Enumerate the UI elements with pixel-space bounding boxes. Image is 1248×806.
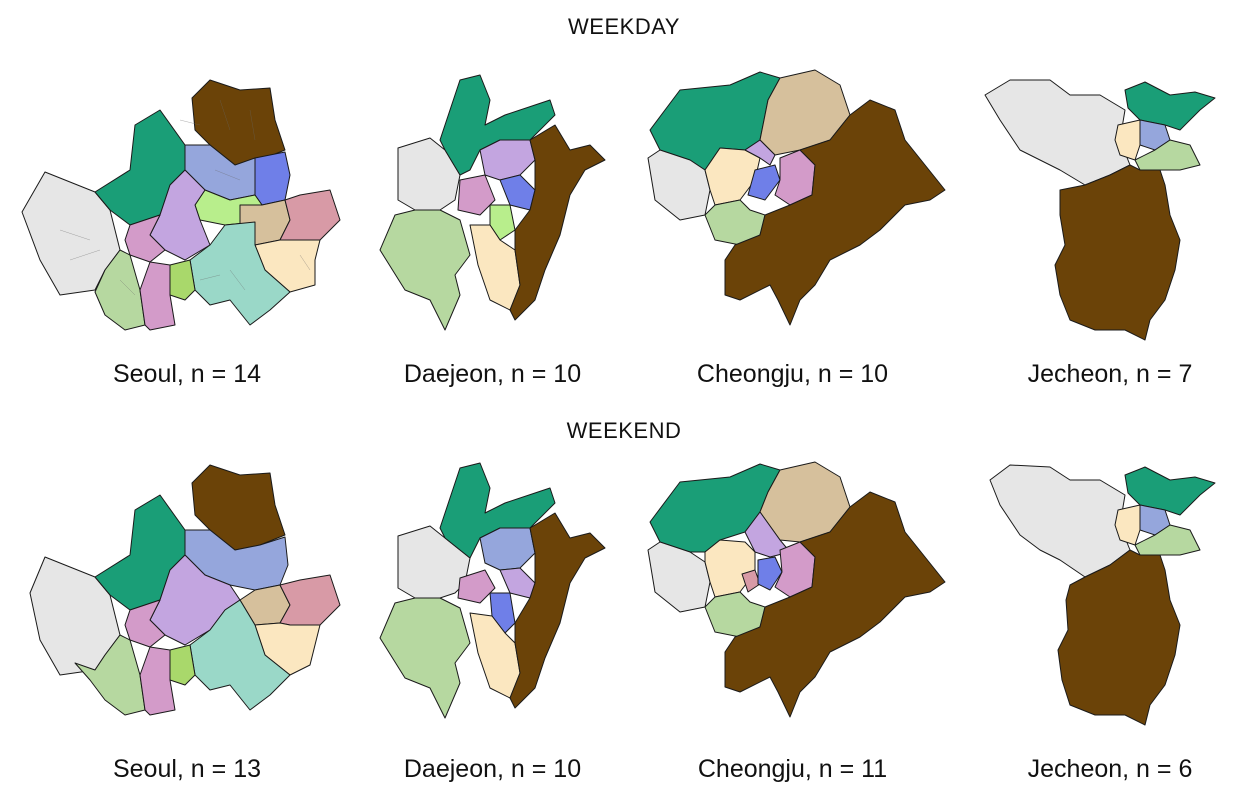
seoul-brown-region <box>191 79 286 166</box>
daejeon-districts <box>379 462 606 719</box>
weekday-title: WEEKDAY <box>568 14 680 39</box>
seoul-weekend-caption: Seoul, n = 13 <box>112 755 262 783</box>
seoul-weekday-caption: Seoul, n = 14 <box>112 360 262 388</box>
daejeon-pink-region <box>457 569 496 604</box>
seoul-pink-region <box>124 599 166 648</box>
cheongju-blue-region <box>747 164 781 201</box>
cheongju-cream-region <box>704 539 756 598</box>
cheongju-blue-region <box>757 556 783 591</box>
seoul-pink-south-region <box>139 261 176 331</box>
jecheon-brown-region <box>1057 549 1181 726</box>
seoul-aqua-region <box>189 221 291 326</box>
daejeon-lime-region <box>489 204 516 241</box>
cheongju-districts <box>647 461 946 718</box>
jecheon-teal-region <box>1124 466 1216 516</box>
cheongju-districts <box>647 69 946 326</box>
daejeon-districts <box>379 74 606 331</box>
daejeon-brown-region <box>509 124 606 321</box>
seoul-subdistrict-lines <box>59 99 311 296</box>
daejeon-gray-region <box>397 137 461 211</box>
jecheon-gray-region <box>989 464 1131 578</box>
daejeon-pink-region <box>457 174 496 216</box>
daejeon-weekend-caption: Daejeon, n = 10 <box>403 755 582 783</box>
cheongju-weekend-caption: Cheongju, n = 11 <box>697 755 888 783</box>
seoul-districts <box>21 79 341 331</box>
daejeon-teal-region <box>439 462 556 559</box>
cheongju-brown-region <box>724 99 946 326</box>
jecheon-brown-region <box>1054 164 1181 341</box>
jecheon-teal-region <box>1124 81 1216 131</box>
daejeon-weekday-caption: Daejeon, n = 10 <box>403 360 582 388</box>
daejeon-sage-region <box>379 597 471 719</box>
daejeon-periwinkle-region <box>479 527 536 571</box>
seoul-pink-region <box>124 214 166 263</box>
seoul-aqua-region <box>189 599 291 711</box>
daejeon-blue-region <box>489 592 516 634</box>
seoul-brown-region <box>191 464 286 551</box>
daejeon-teal-region <box>439 74 556 176</box>
jecheon-districts <box>984 79 1216 341</box>
seoul-pink-south-region <box>139 646 176 716</box>
daejeon-brown-region <box>509 512 606 709</box>
weekend-title: WEEKEND <box>566 418 682 443</box>
seoul-districts <box>29 464 341 716</box>
cheongju-weekday-caption: Cheongju, n = 10 <box>696 360 889 388</box>
daejeon-lavender-region <box>479 139 536 181</box>
cheongju-brown-region <box>724 491 946 718</box>
daejeon-sage-region <box>379 209 471 331</box>
jecheon-weekday-caption: Jecheon, n = 7 <box>1027 360 1193 388</box>
cheongju-lavender-region <box>744 139 776 166</box>
jecheon-weekend-caption: Jecheon, n = 6 <box>1027 755 1193 783</box>
jecheon-districts <box>989 464 1216 726</box>
